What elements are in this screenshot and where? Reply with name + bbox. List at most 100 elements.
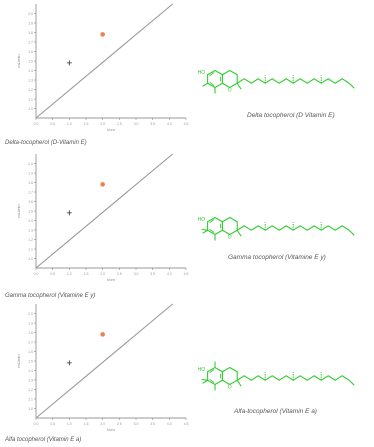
x-tick-label: 4.5 <box>184 122 189 126</box>
y-tick-label: 1.0 <box>28 107 33 111</box>
x-tick-label: 3.0 <box>134 272 139 276</box>
aromatic-double-bonds <box>210 370 221 383</box>
x-tick-label: 4.0 <box>167 272 172 276</box>
y-tick-label: 1.8 <box>28 31 33 35</box>
x-axis-label: t/cm <box>107 127 115 132</box>
y-tick-label: 1.7 <box>28 41 33 45</box>
x-tick-label: 1.5 <box>84 422 89 426</box>
structure-gamma: HO O <box>193 200 368 255</box>
chart-alfa: 1.0 1.1 1.2 1.3 1.4 1.5 1.6 1.7 1.8 1.9 2.0 0.0 0.5 1… <box>0 300 192 438</box>
x-tick-label: 2.5 <box>117 422 122 426</box>
x-tick-label: 1.5 <box>84 272 89 276</box>
chroman-ring <box>222 71 237 88</box>
y-tick-label: 2.0 <box>28 162 33 166</box>
x-tick-label: 2.5 <box>117 272 122 276</box>
y-tick-label: 1.8 <box>28 331 33 335</box>
x-tick-label: 3.5 <box>150 422 155 426</box>
aromatic-ring <box>208 71 223 88</box>
y-tick-label: 1.1 <box>28 248 33 252</box>
y-tick-label: 1.4 <box>28 219 33 223</box>
x-tick-label: 3.5 <box>150 272 155 276</box>
x-tick-label: 0.5 <box>50 272 55 276</box>
hydroxyl-label: HO <box>198 367 206 373</box>
panel-delta: 1.0 1.1 1.2 1.3 1.4 1.5 1.6 1.7 1.8 1.9 2.0 0.0 0.5 1… <box>0 0 374 150</box>
y-tick-label: 1.3 <box>28 229 33 233</box>
y-tick-label: 1.8 <box>28 181 33 185</box>
y-tick-label: 1.1 <box>28 98 33 102</box>
aromatic-double-bonds <box>210 220 221 233</box>
y-tick-label: 1.6 <box>28 350 33 354</box>
y-tick-label: 1.4 <box>28 69 33 73</box>
methyl-2 <box>237 380 241 386</box>
aromatic-ring <box>208 218 223 235</box>
x-tick-label: 0.5 <box>50 122 55 126</box>
methyl-5 <box>203 380 208 383</box>
y-tick-label: 1.5 <box>28 360 33 364</box>
data-point-cross <box>67 360 72 365</box>
x-tick-label: 2.0 <box>100 272 105 276</box>
methyl-5 <box>203 230 208 233</box>
y-tick-label: 1.2 <box>28 88 33 92</box>
tail-terminal-methyl <box>349 380 354 385</box>
x-tick-label: 4.0 <box>167 122 172 126</box>
methyl-7 <box>202 229 208 230</box>
structure-name-gamma: Gamma tocopherol (Vitamine E y) <box>228 254 326 261</box>
x-tick-label: 1.0 <box>67 422 72 426</box>
tail-terminal-methyl <box>349 230 354 235</box>
x-tick-label: 1.5 <box>84 122 89 126</box>
hydroxyl-label: HO <box>198 70 206 76</box>
y-axis-label: mL/min <box>16 204 21 217</box>
caption-alfa: Alfa tocopherol (Vitamin E a) <box>5 437 81 443</box>
ring-oxygen-label: O <box>228 235 232 241</box>
x-tick-label: 0.0 <box>34 272 39 276</box>
methyl-2 <box>237 230 241 236</box>
x-tick-label: 0.0 <box>34 422 39 426</box>
y-tick-label: 1.6 <box>28 200 33 204</box>
y-tick-label: 1.3 <box>28 379 33 383</box>
x-tick-label: 3.0 <box>134 122 139 126</box>
structure-name-delta: Delta tocopherol (D Vitamin E) <box>247 112 335 119</box>
y-tick-label: 1.5 <box>28 60 33 64</box>
y-tick-label: 2.0 <box>28 312 33 316</box>
x-tick-label: 4.0 <box>167 422 172 426</box>
structure-name-alfa: Alfa-tocopherol (Vitamin E a) <box>234 408 317 415</box>
y-tick-label: 2.0 <box>28 12 33 16</box>
fit-line <box>36 4 173 118</box>
caption-delta: Delta-tocopherol (D-Vitamin E) <box>5 140 87 146</box>
data-point-dot <box>100 32 105 37</box>
data-point-cross <box>67 210 72 215</box>
y-tick-label: 1.7 <box>28 191 33 195</box>
x-tick-label: 1.0 <box>67 272 72 276</box>
x-axis-label: t/cm <box>107 277 115 282</box>
structure-delta: HO O <box>193 53 368 108</box>
y-tick-label: 1.5 <box>28 210 33 214</box>
data-point-dot <box>100 182 105 187</box>
panel-gamma: 1.0 1.1 1.2 1.3 1.4 1.5 1.6 1.7 1.8 1.9 2.0 0.0 0.5 1… <box>0 150 374 300</box>
x-tick-label: 4.5 <box>184 422 189 426</box>
y-tick-label: 1.2 <box>28 388 33 392</box>
chroman-ring <box>222 218 237 235</box>
y-axis-label: mL/min <box>16 54 21 67</box>
x-tick-label: 2.0 <box>100 122 105 126</box>
x-tick-label: 4.5 <box>184 272 189 276</box>
tail-terminal-methyl <box>349 83 354 88</box>
aromatic-ring <box>208 368 223 385</box>
y-tick-label: 1.7 <box>28 341 33 345</box>
fit-line <box>36 304 173 418</box>
x-tick-label: 3.0 <box>134 422 139 426</box>
fit-line <box>36 154 173 268</box>
y-axis-label: mL/min <box>16 354 21 367</box>
y-tick-label: 1.2 <box>28 238 33 242</box>
caption-gamma: Gamma tocopherol (Vitamine E y) <box>5 293 95 299</box>
x-tick-label: 0.5 <box>50 422 55 426</box>
x-tick-label: 1.0 <box>67 122 72 126</box>
panel-alfa: 1.0 1.1 1.2 1.3 1.4 1.5 1.6 1.7 1.8 1.9 2.0 0.0 0.5 1… <box>0 300 374 447</box>
aromatic-double-bonds <box>210 73 221 86</box>
y-tick-label: 1.4 <box>28 369 33 373</box>
ring-oxygen-label: O <box>228 88 232 94</box>
y-tick-label: 1.3 <box>28 79 33 83</box>
x-tick-label: 2.5 <box>117 122 122 126</box>
y-tick-label: 1.9 <box>28 172 33 176</box>
chart-delta: 1.0 1.1 1.2 1.3 1.4 1.5 1.6 1.7 1.8 1.9 2.0 0.0 0.5 1… <box>0 0 192 140</box>
y-tick-label: 1.0 <box>28 407 33 411</box>
